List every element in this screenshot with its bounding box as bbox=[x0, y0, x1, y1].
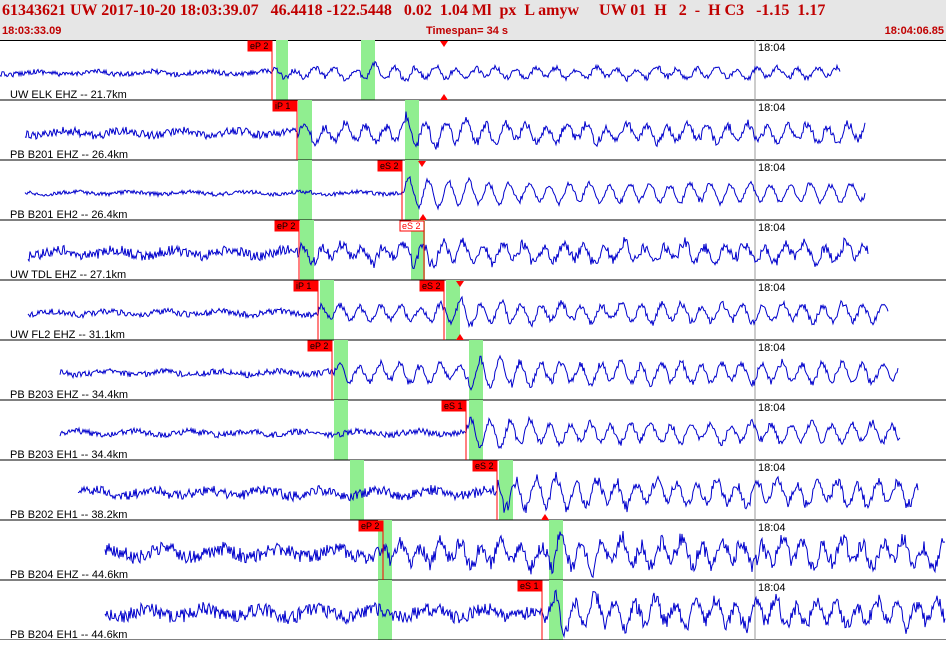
station-label: PB B202 EH1 -- 38.2km bbox=[10, 509, 127, 521]
time-tick-label: 18:04 bbox=[758, 162, 786, 174]
station-label: UW ELK EHZ -- 21.7km bbox=[10, 89, 127, 101]
event-title: 61343621 UW 2017-10-20 18:03:39.07 46.44… bbox=[2, 2, 826, 19]
pick-flag[interactable] bbox=[472, 460, 498, 472]
pick-flag-label: eP 2 bbox=[250, 41, 268, 51]
time-tick-label: 18:04 bbox=[758, 282, 786, 294]
phase-window bbox=[334, 400, 348, 460]
time-tick-label: 18:04 bbox=[758, 42, 786, 54]
phase-window bbox=[446, 280, 460, 340]
waveform-line bbox=[27, 237, 869, 270]
waveform-line bbox=[24, 175, 866, 211]
phase-window bbox=[361, 40, 375, 100]
pick-flag[interactable] bbox=[274, 220, 300, 232]
waveform-line bbox=[24, 111, 866, 150]
waveform-line bbox=[27, 295, 889, 329]
pick-flag[interactable] bbox=[293, 280, 319, 292]
waveform-line bbox=[104, 530, 946, 579]
time-tick-label: 18:04 bbox=[758, 222, 786, 234]
pick-flag-label: iP 1 bbox=[296, 281, 311, 291]
trace-panels: 18:04 eP 2 UW ELK EHZ -- 21.7km 18:04 iP 1 PB… bbox=[0, 40, 946, 641]
trace-panel[interactable]: 18:04 iP 1 eS 2 UW FL2 EHZ -- 31.1km bbox=[0, 280, 946, 341]
time-start-label: 18:03:33.09 bbox=[2, 25, 62, 37]
phase-window bbox=[405, 160, 419, 220]
pick-flag-label: eS 1 bbox=[444, 401, 463, 411]
timespan-label: Timespan= 34 s bbox=[426, 25, 509, 37]
trace-panel[interactable]: 18:04 eP 2 eS 2 UW TDL EHZ -- 27.1km bbox=[0, 220, 946, 281]
trace-panel[interactable]: 18:04 eP 2 UW ELK EHZ -- 21.7km bbox=[0, 40, 946, 101]
arrival-marker-top bbox=[418, 161, 426, 167]
pick-flag[interactable] bbox=[272, 100, 298, 112]
phase-window bbox=[276, 40, 288, 100]
phase-window bbox=[298, 100, 312, 160]
phase-window bbox=[320, 280, 334, 340]
station-label: PB B203 EHZ -- 34.4km bbox=[10, 389, 128, 401]
trace-panel[interactable]: 18:04 eS 1 PB B203 EH1 -- 34.4km bbox=[0, 400, 946, 461]
pick-flag-label: eS 1 bbox=[520, 581, 539, 591]
pick-flag-label: eP 2 bbox=[310, 341, 328, 351]
pick-flag-label: eP 2 bbox=[277, 221, 295, 231]
pick-flag-label: eS 2 bbox=[475, 461, 494, 471]
waveform-line bbox=[59, 354, 899, 391]
phase-window bbox=[469, 400, 483, 460]
time-tick-label: 18:04 bbox=[758, 402, 786, 414]
pick-flag[interactable] bbox=[517, 580, 543, 592]
pick-flag-label: eP 2 bbox=[361, 521, 379, 531]
time-tick-label: 18:04 bbox=[758, 342, 786, 354]
trace-panel[interactable]: 18:04 eS 1 PB B204 EH1 -- 44.6km bbox=[0, 580, 946, 641]
arrival-marker-bottom bbox=[456, 334, 464, 340]
arrival-marker-bottom bbox=[419, 214, 427, 220]
time-tick-label: 18:04 bbox=[758, 582, 786, 594]
arrival-marker-bottom bbox=[440, 94, 448, 100]
pick-flag-label: iP 1 bbox=[275, 101, 290, 111]
waveform-line bbox=[77, 471, 919, 513]
time-end-label: 18:04:06.85 bbox=[884, 25, 944, 37]
time-tick-label: 18:04 bbox=[758, 462, 786, 474]
arrival-marker-top bbox=[456, 281, 464, 287]
station-label: PB B201 EHZ -- 26.4km bbox=[10, 149, 128, 161]
phase-window bbox=[549, 580, 563, 640]
trace-panel[interactable]: 18:04 eP 2 PB B203 EHZ -- 34.4km bbox=[0, 340, 946, 401]
station-label: UW FL2 EHZ -- 31.1km bbox=[10, 329, 125, 341]
phase-window bbox=[378, 580, 392, 640]
trace-panel[interactable]: 18:04 iP 1 PB B201 EHZ -- 26.4km bbox=[0, 100, 946, 161]
station-label: PB B204 EHZ -- 44.6km bbox=[10, 569, 128, 581]
station-label: UW TDL EHZ -- 27.1km bbox=[10, 269, 126, 281]
pick-flag[interactable] bbox=[377, 160, 403, 172]
time-tick-label: 18:04 bbox=[758, 522, 786, 534]
waveform-line bbox=[104, 589, 946, 639]
phase-window bbox=[350, 460, 364, 520]
time-tick-label: 18:04 bbox=[758, 102, 786, 114]
header-bar: 61343621 UW 2017-10-20 18:03:39.07 46.44… bbox=[0, 0, 946, 41]
pick-flag-label: eS 2 bbox=[422, 281, 441, 291]
pick-flag[interactable] bbox=[399, 220, 425, 232]
phase-window bbox=[405, 100, 419, 160]
phase-window bbox=[298, 160, 312, 220]
phase-window bbox=[469, 340, 483, 400]
trace-panel[interactable]: 18:04 eP 2 PB B204 EHZ -- 44.6km bbox=[0, 520, 946, 581]
waveform-line bbox=[59, 415, 901, 450]
station-label: PB B201 EH2 -- 26.4km bbox=[10, 209, 127, 221]
trace-panel[interactable]: 18:04 eS 2 PB B201 EH2 -- 26.4km bbox=[0, 160, 946, 221]
pick-flag[interactable] bbox=[419, 280, 445, 292]
arrival-marker-top bbox=[440, 41, 448, 47]
trace-panel[interactable]: 18:04 eS 2 PB B202 EH1 -- 38.2km bbox=[0, 460, 946, 521]
station-label: PB B203 EH1 -- 34.4km bbox=[10, 449, 127, 461]
pick-flag[interactable] bbox=[247, 40, 273, 52]
pick-flag[interactable] bbox=[307, 340, 333, 352]
pick-flag[interactable] bbox=[441, 400, 467, 412]
pick-flag[interactable] bbox=[358, 520, 384, 532]
arrival-marker-bottom bbox=[541, 514, 549, 520]
phase-window bbox=[334, 340, 348, 400]
seismogram-traces[interactable]: 18:04 eP 2 UW ELK EHZ -- 21.7km 18:04 iP 1 PB… bbox=[0, 40, 946, 641]
station-label: PB B204 EH1 -- 44.6km bbox=[10, 629, 127, 640]
waveform-line bbox=[0, 60, 841, 83]
pick-flag-label: eS 2 bbox=[380, 161, 399, 171]
pick-flag-label: eS 2 bbox=[402, 221, 421, 231]
